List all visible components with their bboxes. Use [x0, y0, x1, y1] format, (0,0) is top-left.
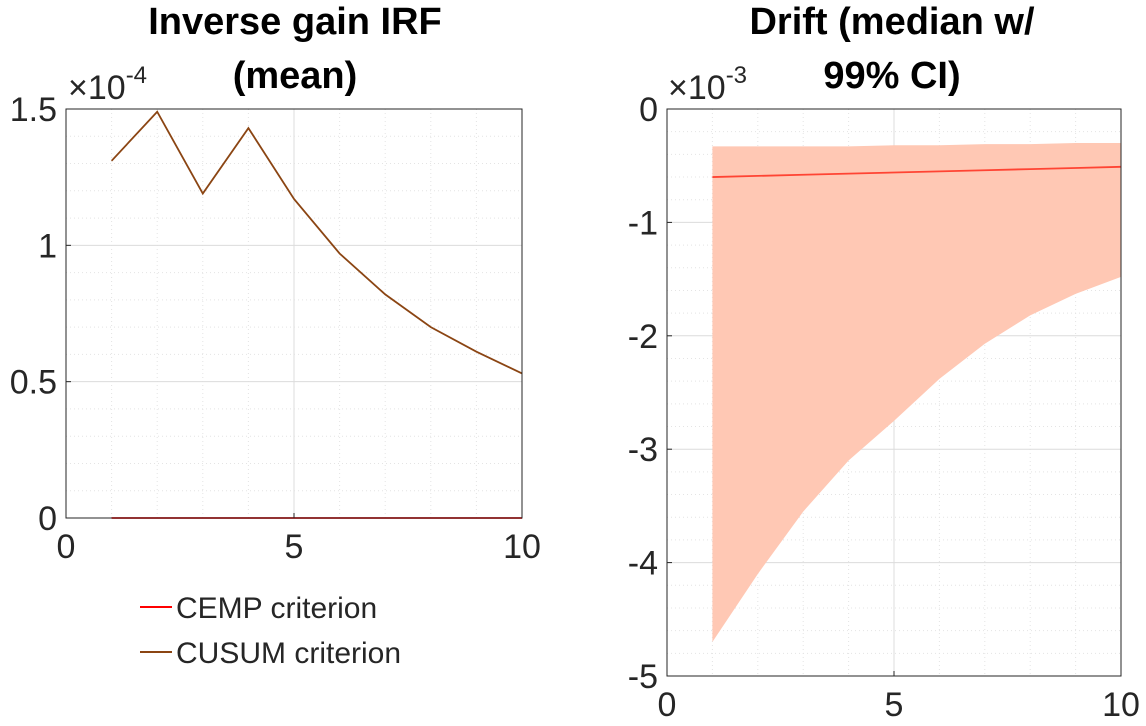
- data-point: [1029, 168, 1031, 170]
- y-tick-label: 1.5: [10, 91, 57, 129]
- y-multiplier: ×10-3: [668, 62, 747, 107]
- chart-inverse-gain-irf: Inverse gain IRF (mean) 0 0.5 1 1.5 0 5 10 ×1…: [10, 1, 541, 670]
- multiplier-base: ×10: [68, 69, 126, 107]
- y-tick-labels: 0 -1 -2 -3 -4 -5: [628, 91, 672, 696]
- series-line-median: [712, 165, 1122, 178]
- multiplier-exponent: -3: [726, 62, 747, 89]
- multiplier-base: ×10: [668, 69, 726, 107]
- data-point: [802, 174, 804, 176]
- data-point: [430, 326, 432, 328]
- legend-label-cusum: CUSUM criterion: [176, 637, 401, 670]
- chart-title-line-1: Drift (median w/: [749, 1, 1034, 43]
- data-point: [156, 111, 158, 113]
- chart-drift: Drift (median w/ 99% CI) 0 -1 -2 -3 -4 -5 0 5 1…: [628, 1, 1140, 724]
- y-tick-label: 0.5: [10, 364, 57, 402]
- grid: [65, 108, 523, 519]
- multiplier-exponent: -4: [126, 62, 147, 89]
- x-tick-label: 0: [658, 686, 677, 724]
- x-tick-labels: 0 5 10: [57, 513, 541, 566]
- x-tick-label: 5: [285, 528, 304, 566]
- chart-title-line-2: 99% CI): [823, 55, 960, 97]
- data-point: [475, 351, 477, 353]
- data-point: [938, 170, 940, 172]
- y-tick-label: -1: [628, 204, 658, 242]
- data-point: [384, 293, 386, 295]
- data-point: [757, 175, 759, 177]
- series-line-cusum-criterion: [110, 110, 523, 375]
- x-tick-labels: 0 5 10: [658, 671, 1140, 724]
- legend-label-cemp: CEMP criterion: [176, 592, 377, 625]
- y-tick-label: 0: [639, 91, 658, 129]
- data-point: [848, 173, 850, 175]
- data-point: [893, 172, 895, 174]
- chart-title-line-2: (mean): [233, 55, 358, 97]
- y-tick-labels: 0 0.5 1 1.5: [10, 91, 71, 538]
- legend: CEMP criterion CUSUM criterion: [140, 592, 401, 670]
- data-point: [293, 198, 295, 200]
- data-point: [247, 127, 249, 129]
- plot-area: [110, 110, 523, 519]
- plot-area: [711, 143, 1122, 642]
- y-tick-label: -3: [628, 431, 658, 469]
- y-tick-label: 0: [38, 500, 57, 538]
- y-tick-label: -2: [628, 318, 658, 356]
- x-tick-label: 0: [57, 528, 76, 566]
- data-point: [202, 193, 204, 195]
- x-tick-label: 5: [885, 686, 904, 724]
- chart-title-line-1: Inverse gain IRF: [148, 1, 442, 43]
- x-tick-label: 10: [1102, 686, 1140, 724]
- data-point: [984, 169, 986, 171]
- x-tick-label: 10: [503, 528, 541, 566]
- data-point: [339, 253, 341, 255]
- y-multiplier: ×10-4: [68, 62, 147, 107]
- data-point: [111, 160, 113, 162]
- confidence-band: [712, 143, 1121, 642]
- y-tick-label: 1: [38, 227, 57, 265]
- y-tick-label: -4: [628, 545, 658, 583]
- data-point: [711, 176, 713, 178]
- data-point: [1075, 167, 1077, 169]
- y-tick-label: -5: [628, 658, 658, 696]
